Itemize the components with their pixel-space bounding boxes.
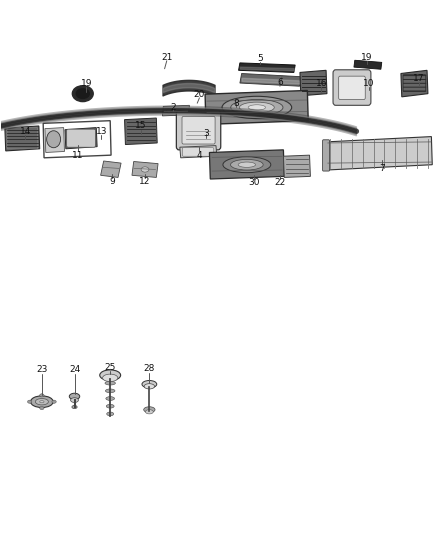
Text: 8: 8	[233, 99, 239, 108]
Ellipse shape	[144, 384, 155, 389]
Ellipse shape	[100, 370, 120, 381]
FancyBboxPatch shape	[177, 111, 221, 150]
Polygon shape	[162, 106, 189, 116]
Ellipse shape	[52, 400, 56, 403]
Ellipse shape	[142, 381, 157, 388]
Polygon shape	[205, 91, 308, 124]
Text: 20: 20	[194, 90, 205, 99]
Ellipse shape	[230, 159, 263, 170]
Ellipse shape	[105, 381, 116, 385]
Ellipse shape	[240, 102, 274, 113]
Polygon shape	[101, 161, 121, 177]
Text: 19: 19	[81, 79, 92, 88]
Ellipse shape	[71, 398, 78, 402]
Ellipse shape	[69, 393, 80, 400]
Ellipse shape	[166, 109, 172, 114]
Polygon shape	[124, 118, 157, 144]
Text: 11: 11	[72, 151, 83, 160]
Text: 3: 3	[203, 130, 209, 139]
Ellipse shape	[40, 407, 44, 410]
Polygon shape	[300, 70, 327, 96]
Ellipse shape	[106, 389, 115, 393]
Ellipse shape	[107, 412, 114, 416]
Text: 9: 9	[110, 177, 115, 186]
Polygon shape	[240, 74, 301, 86]
Ellipse shape	[106, 405, 114, 408]
Ellipse shape	[238, 162, 255, 167]
Text: 15: 15	[135, 122, 146, 131]
FancyBboxPatch shape	[339, 76, 365, 100]
Text: 17: 17	[413, 74, 425, 83]
Ellipse shape	[141, 167, 149, 172]
Text: 28: 28	[144, 364, 155, 373]
FancyBboxPatch shape	[322, 140, 329, 171]
Text: 12: 12	[139, 177, 151, 186]
Text: 23: 23	[36, 366, 48, 374]
Text: 4: 4	[197, 151, 202, 160]
Ellipse shape	[106, 397, 115, 400]
Text: 16: 16	[315, 79, 327, 88]
Ellipse shape	[222, 96, 292, 118]
Ellipse shape	[28, 400, 32, 403]
Polygon shape	[5, 126, 40, 151]
Text: 25: 25	[105, 363, 116, 372]
Text: 14: 14	[20, 127, 31, 136]
Ellipse shape	[40, 394, 44, 397]
Ellipse shape	[35, 399, 48, 405]
Polygon shape	[132, 161, 158, 177]
Ellipse shape	[102, 374, 118, 382]
Ellipse shape	[31, 396, 53, 408]
Ellipse shape	[144, 407, 155, 413]
Text: 13: 13	[96, 127, 107, 136]
Ellipse shape	[47, 131, 60, 148]
Polygon shape	[65, 127, 97, 149]
Text: 24: 24	[69, 366, 80, 374]
Text: 30: 30	[248, 178, 260, 187]
Ellipse shape	[223, 157, 271, 173]
Ellipse shape	[72, 86, 93, 102]
Ellipse shape	[231, 100, 283, 115]
Text: 5: 5	[258, 54, 263, 62]
Polygon shape	[283, 155, 311, 177]
Polygon shape	[354, 60, 382, 69]
Polygon shape	[326, 136, 432, 170]
Polygon shape	[45, 127, 64, 152]
FancyBboxPatch shape	[182, 116, 215, 144]
Ellipse shape	[76, 89, 89, 99]
Text: 22: 22	[274, 178, 286, 187]
Ellipse shape	[248, 105, 265, 110]
Text: 10: 10	[364, 79, 375, 88]
Polygon shape	[180, 146, 217, 158]
FancyBboxPatch shape	[333, 70, 371, 106]
Ellipse shape	[40, 401, 44, 403]
Text: 21: 21	[161, 53, 173, 62]
Text: 2: 2	[170, 103, 176, 112]
Text: 19: 19	[361, 53, 373, 62]
Polygon shape	[209, 150, 284, 179]
Polygon shape	[239, 63, 295, 72]
FancyBboxPatch shape	[67, 129, 95, 147]
FancyBboxPatch shape	[183, 148, 214, 156]
Text: 6: 6	[277, 78, 283, 87]
Ellipse shape	[180, 109, 185, 114]
Ellipse shape	[72, 406, 77, 409]
Ellipse shape	[145, 410, 153, 414]
Polygon shape	[401, 70, 428, 97]
Text: 7: 7	[379, 164, 385, 173]
